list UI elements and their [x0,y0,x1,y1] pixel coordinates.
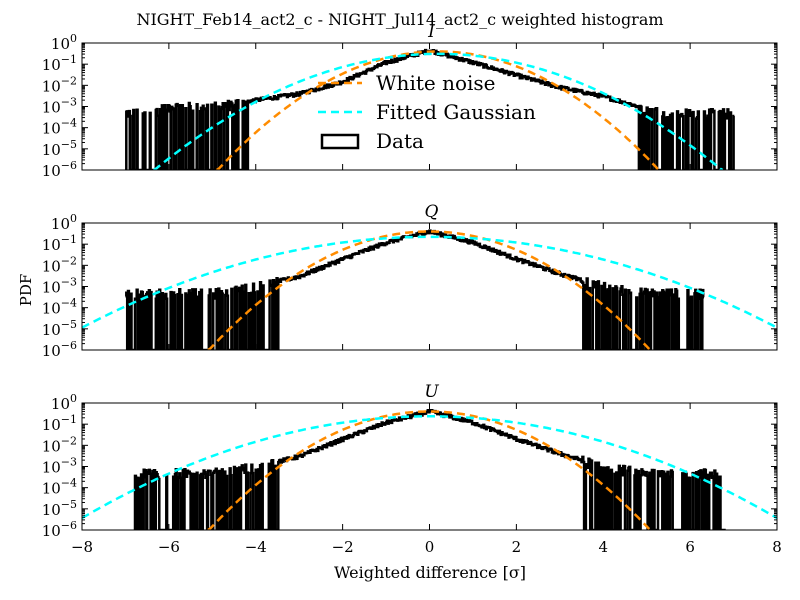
x-tick-label: 2 [512,538,522,556]
fitted-gaussian-line [82,235,777,329]
y-tick-label: 10−3 [42,276,77,297]
y-axis-label: PDF [17,274,35,307]
panel-title: I [427,22,435,42]
y-tick-label: 10−5 [42,318,77,339]
legend: White noise Fitted Gaussian Data [318,71,536,153]
white-noise-line [207,410,652,530]
x-tick-label: 8 [772,538,782,556]
x-axis-label: Weighted difference [σ] [334,563,526,582]
y-tick-label: 10−3 [42,456,77,477]
y-tick-label: 100 [51,392,77,413]
x-tick-label: 6 [685,538,695,556]
y-tick-label: 100 [51,212,77,233]
y-tick-label: 10−2 [42,434,77,455]
legend-label: Fitted Gaussian [376,100,536,124]
y-tick-label: 10−2 [42,254,77,275]
x-tick-label: −4 [245,538,267,556]
y-tick-label: 10−5 [42,498,77,519]
y-tick-label: 10−1 [42,413,77,434]
legend-swatch-data [320,133,360,150]
panel-title: U [424,382,439,402]
y-tick-label: 100 [51,32,77,53]
panel-title: Q [425,202,439,222]
y-tick-label: 10−4 [42,117,77,138]
x-tick-label: 0 [425,538,435,556]
x-tick-label: −6 [158,538,180,556]
x-tick-label: 4 [598,538,608,556]
data-series-line [125,229,705,350]
figure-title: NIGHT_Feb14_act2_c - NIGHT_Jul14_act2_c … [136,10,663,29]
white-noise-line [207,230,652,350]
y-tick-label: 10−1 [42,53,77,74]
white-noise-line [216,50,661,170]
fitted-gaussian-line [82,415,777,520]
y-tick-label: 10−5 [42,138,77,159]
y-tick-label: 10−3 [42,96,77,117]
legend-label: Data [376,129,424,153]
x-tick-label: −8 [71,538,93,556]
y-tick-label: 10−4 [42,297,77,318]
plot-area [125,48,735,170]
data-series-line [133,408,726,530]
y-tick-label: 10−6 [42,519,77,540]
y-tick-label: 10−1 [42,233,77,254]
legend-label: White noise [376,71,495,95]
y-tick-label: 10−6 [42,339,77,360]
fitted-gaussian-line [153,52,724,170]
y-tick-label: 10−2 [42,74,77,95]
y-tick-label: 10−4 [42,477,77,498]
x-tick-label: −2 [332,538,354,556]
y-tick-label: 10−6 [42,159,77,180]
plot-area [82,229,777,350]
plot-area [82,408,777,530]
